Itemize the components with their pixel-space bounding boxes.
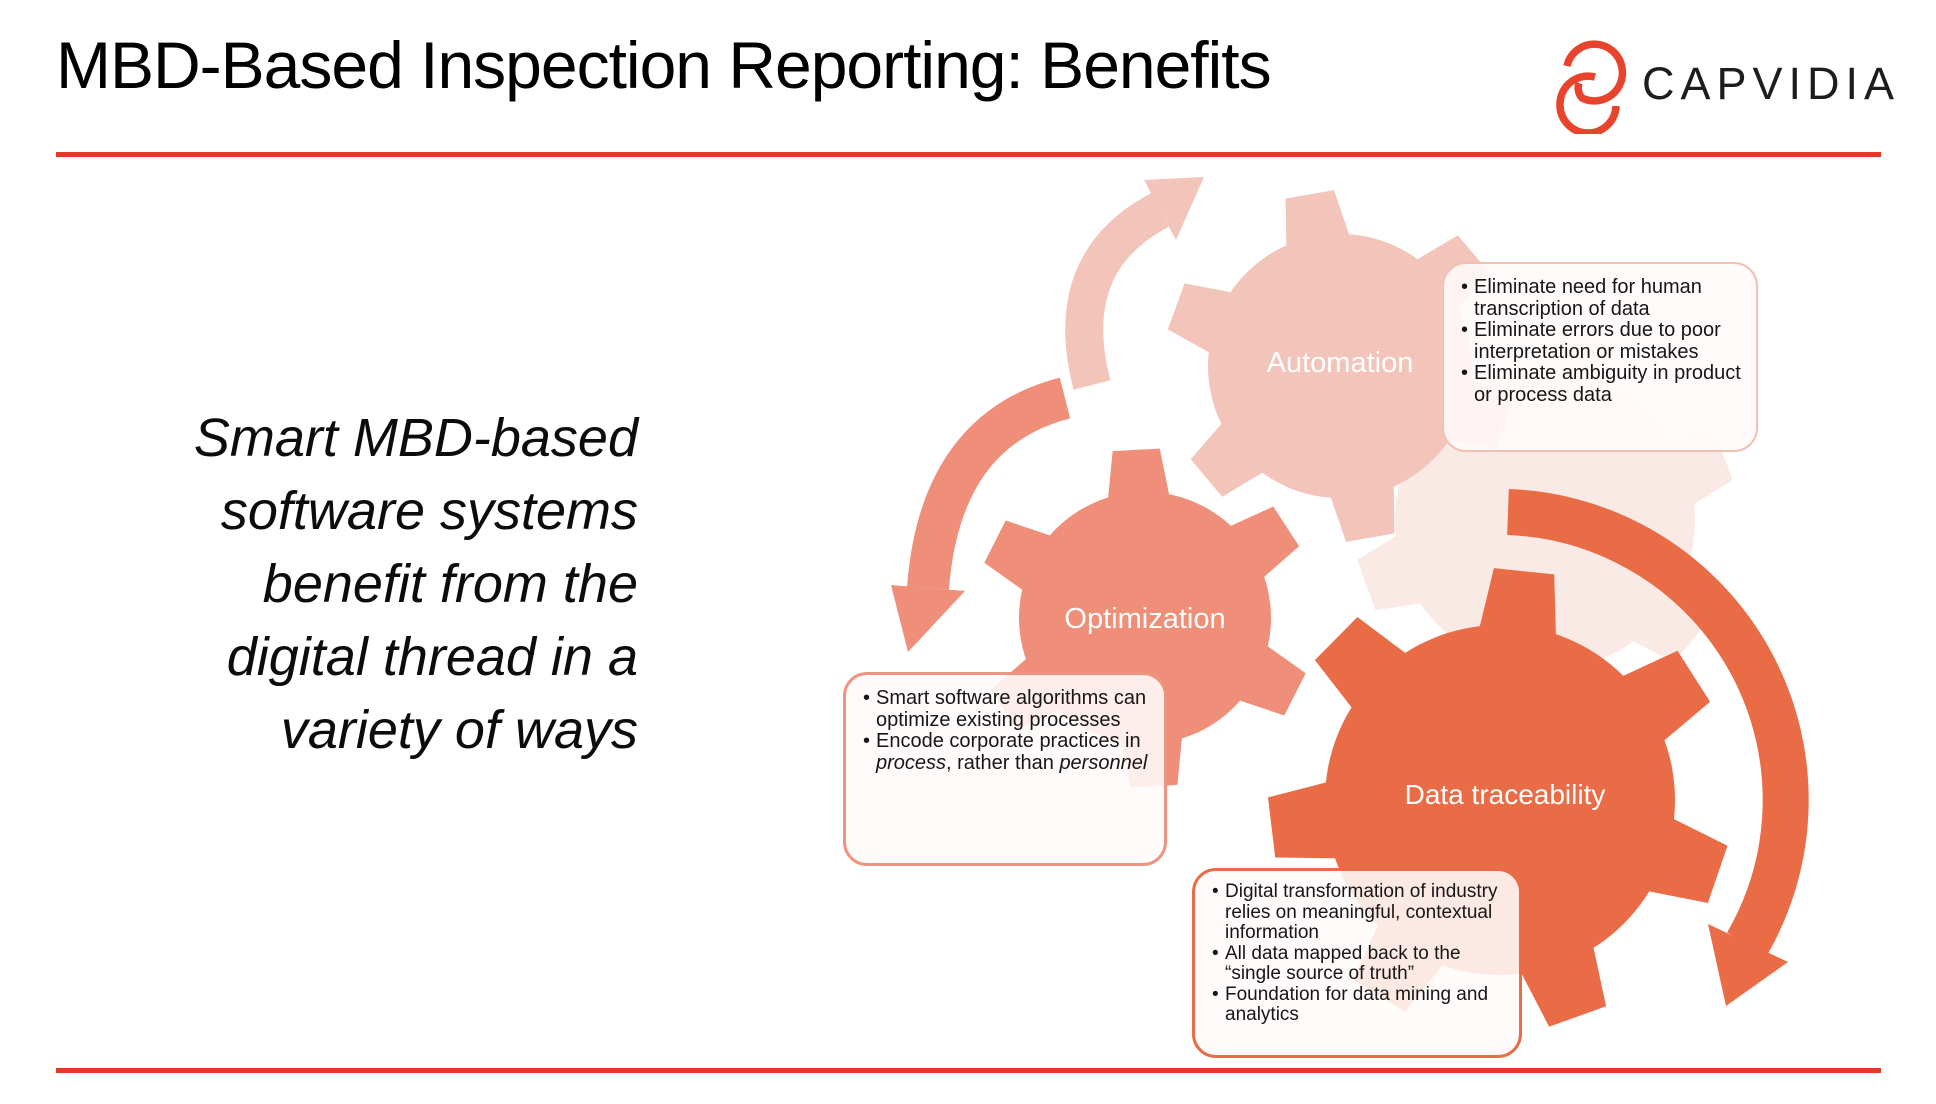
quote-line: software systems (220, 481, 638, 541)
bullet-text: Digital transformation of industry relie… (1225, 881, 1498, 943)
capvidia-logo-icon (1556, 40, 1627, 134)
bullet-text: Smart software algorithms can optimize e… (876, 687, 1147, 731)
quote-line: Smart MBD-based (193, 408, 638, 468)
optimization-callout: Smart software algorithms can optimize e… (843, 672, 1167, 866)
quote-line: variety of ways (280, 700, 638, 760)
capvidia-logo: CAPVIDIA (1546, 26, 1918, 134)
data-arrow-head (1708, 924, 1788, 1006)
bullet-text: Eliminate errors due to poor interpretat… (1474, 319, 1721, 363)
bottom-divider (56, 1068, 1881, 1073)
bullet-item: Foundation for data mining and analytics (1209, 983, 1514, 1026)
page-title: MBD-Based Inspection Reporting: Benefits (56, 28, 1272, 102)
automation-arrow-body (1065, 193, 1170, 390)
optimization-arrow-body (907, 377, 1071, 590)
optimization-arrow-head (891, 585, 965, 652)
quote-line: digital thread in a (226, 627, 638, 687)
bullet-item: Eliminate ambiguity in product or proces… (1458, 362, 1748, 406)
automation-callout: Eliminate need for human transcription o… (1442, 262, 1758, 452)
optimization-gear-label: Optimization (1064, 603, 1226, 635)
bullet-item: Digital transformation of industry relie… (1209, 881, 1514, 944)
automation-gear-label: Automation (1266, 347, 1414, 379)
bullet-text: Foundation for data mining and analytics (1225, 983, 1489, 1025)
bullet-text: Eliminate ambiguity in product or proces… (1474, 362, 1741, 406)
bullet-text-italic: process (876, 751, 947, 774)
automation-arrow-head (1144, 177, 1204, 240)
bullet-text: , rather than (946, 751, 1060, 774)
bullet-text: All data mapped back to the “single sour… (1225, 942, 1461, 984)
bullet-item: All data mapped back to the “single sour… (1209, 942, 1514, 985)
bullet-text: Eliminate need for human transcription o… (1474, 276, 1702, 320)
bullet-text: Encode corporate practices in (876, 730, 1141, 752)
bullet-item: Smart software algorithms can optimize e… (860, 687, 1158, 731)
data-traceability-callout: Digital transformation of industry relie… (1192, 868, 1522, 1058)
data-traceability-gear-label: Data traceability (1404, 779, 1606, 810)
capvidia-wordmark: CAPVIDIA (1642, 58, 1901, 109)
data-arrow-body (1507, 489, 1809, 956)
bullet-item: Encode corporate practices in process, r… (860, 730, 1158, 774)
quote-line: benefit from the (262, 554, 638, 614)
bullet-text-italic: personnel (1059, 751, 1148, 774)
slide-quote: Smart MBD-based software systems benefit… (60, 402, 638, 767)
bullet-item: Eliminate errors due to poor interpretat… (1458, 319, 1748, 363)
top-divider (56, 152, 1881, 157)
automation-gear-icon (1167, 190, 1513, 542)
bullet-item: Eliminate need for human transcription o… (1458, 276, 1748, 320)
